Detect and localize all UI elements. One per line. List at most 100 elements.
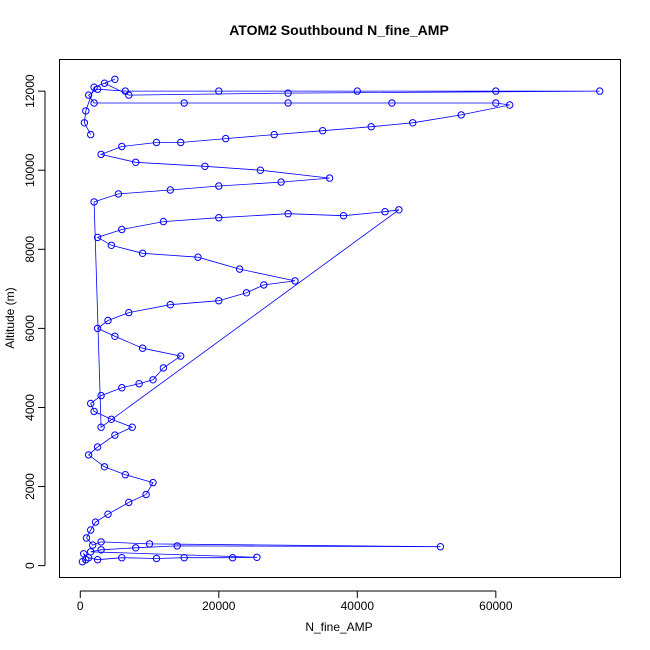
data-point xyxy=(97,391,105,400)
data-point xyxy=(215,297,223,305)
data-point xyxy=(118,384,126,392)
y-tick-label: 0 xyxy=(23,562,37,569)
data-point xyxy=(177,138,185,147)
x-tick-label: 40000 xyxy=(341,599,375,613)
data-point xyxy=(284,89,292,97)
data-point xyxy=(87,399,95,408)
x-tick-label: 60000 xyxy=(479,599,513,613)
data-point xyxy=(132,544,140,552)
data-point xyxy=(409,119,417,127)
data-point xyxy=(125,308,133,317)
data-series xyxy=(78,75,604,566)
data-point xyxy=(82,534,91,542)
data-point xyxy=(180,554,188,562)
data-point xyxy=(87,130,95,139)
data-point xyxy=(93,324,102,333)
data-point xyxy=(107,241,116,250)
data-point xyxy=(90,407,98,416)
data-point xyxy=(235,265,244,273)
data-point xyxy=(142,490,150,499)
data-point xyxy=(111,431,119,439)
data-point xyxy=(319,127,327,135)
data-point xyxy=(457,111,465,119)
data-point xyxy=(128,423,136,431)
data-point xyxy=(93,233,102,242)
data-point xyxy=(87,526,95,534)
data-point xyxy=(97,546,105,554)
data-point xyxy=(353,87,361,95)
y-tick-label: 12000 xyxy=(23,74,37,108)
data-point xyxy=(253,553,261,561)
data-point xyxy=(114,190,123,198)
data-point xyxy=(381,208,389,216)
data-point xyxy=(180,99,188,107)
data-point xyxy=(291,277,299,285)
y-tick-label: 6000 xyxy=(23,315,37,342)
data-point xyxy=(90,83,98,91)
data-point xyxy=(132,158,140,167)
data-point xyxy=(260,281,268,289)
data-point xyxy=(215,182,223,190)
plot-area-frame xyxy=(59,59,621,578)
data-point xyxy=(104,510,112,518)
chart-title: ATOM2 Southbound N_fine_AMP xyxy=(229,22,449,38)
data-point xyxy=(97,538,105,546)
x-tick-label: 0 xyxy=(77,599,84,613)
data-point xyxy=(388,99,396,107)
x-tick-label: 20000 xyxy=(202,599,236,613)
data-point xyxy=(152,138,161,147)
data-point xyxy=(89,541,97,549)
data-point xyxy=(82,107,90,115)
data-point xyxy=(107,415,116,423)
data-point xyxy=(149,478,157,487)
data-point xyxy=(100,463,109,471)
data-point xyxy=(91,518,100,526)
data-point xyxy=(90,99,98,107)
data-point xyxy=(201,162,209,171)
data-point xyxy=(277,178,285,186)
data-point xyxy=(111,332,119,340)
data-point xyxy=(270,130,278,139)
data-point xyxy=(166,301,175,309)
data-point xyxy=(121,471,130,479)
y-tick-label: 8000 xyxy=(23,236,37,263)
data-point xyxy=(166,186,175,194)
data-point xyxy=(395,206,403,214)
data-point xyxy=(492,87,500,95)
data-point xyxy=(104,316,112,325)
data-point xyxy=(152,554,161,563)
data-point xyxy=(125,91,133,99)
data-point xyxy=(228,554,237,562)
data-point xyxy=(138,344,147,352)
data-point xyxy=(242,289,251,297)
data-point xyxy=(284,99,292,107)
data-point xyxy=(194,253,202,261)
data-point xyxy=(84,91,93,99)
data-point xyxy=(436,543,445,551)
data-point xyxy=(125,498,133,507)
data-point xyxy=(506,101,514,109)
data-point xyxy=(118,225,126,234)
data-point xyxy=(325,174,334,182)
data-point xyxy=(159,364,168,372)
data-point xyxy=(111,75,119,84)
data-point xyxy=(159,217,168,226)
data-point xyxy=(596,87,604,95)
data-point xyxy=(84,451,93,459)
data-point xyxy=(177,352,185,360)
data-point xyxy=(339,212,348,220)
data-point xyxy=(367,123,375,131)
data-point xyxy=(492,99,500,107)
data-point xyxy=(100,79,109,87)
y-tick-label: 10000 xyxy=(23,153,37,187)
data-point xyxy=(256,166,265,174)
x-axis-label: N_fine_AMP xyxy=(305,620,372,634)
data-point xyxy=(118,554,126,562)
x-axis: 0 20000 40000 60000 xyxy=(77,590,513,613)
data-point xyxy=(145,540,154,548)
y-axis: 0 2000 4000 6000 8000 10000 12000 xyxy=(23,74,46,569)
series-line xyxy=(82,78,600,563)
data-point xyxy=(215,214,223,222)
data-point xyxy=(97,423,105,431)
